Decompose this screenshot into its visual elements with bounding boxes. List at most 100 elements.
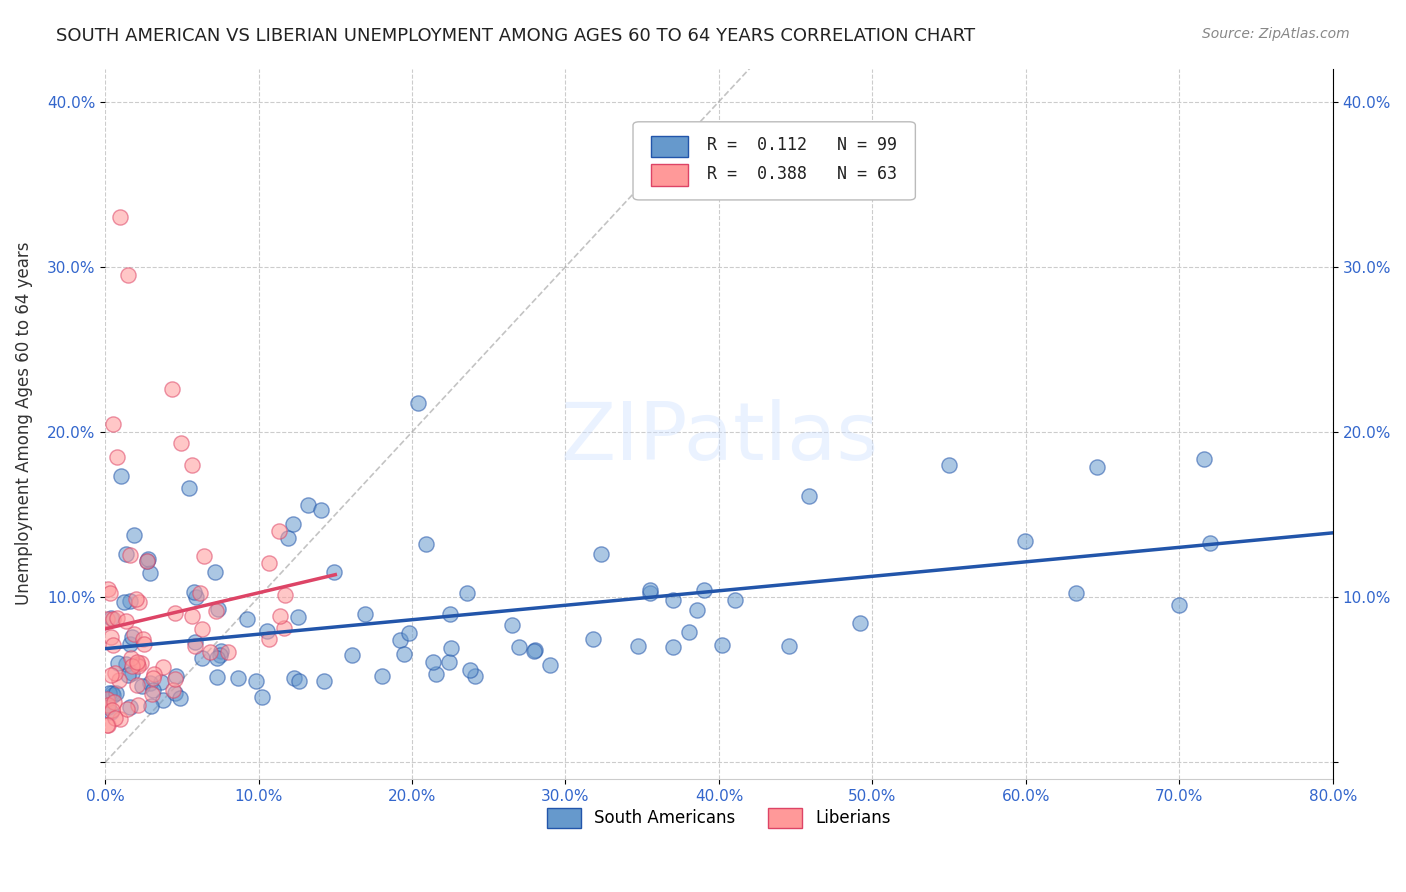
Liberians	[136, 554, 159, 568]
South Americans	[778, 639, 800, 653]
Text: SOUTH AMERICAN VS LIBERIAN UNEMPLOYMENT AMONG AGES 60 TO 64 YEARS CORRELATION CH: SOUTH AMERICAN VS LIBERIAN UNEMPLOYMENT …	[56, 27, 976, 45]
South Americans	[456, 585, 478, 599]
South Americans	[245, 674, 267, 689]
Liberians	[142, 671, 165, 685]
South Americans	[662, 593, 685, 607]
Liberians	[105, 611, 128, 625]
South Americans	[711, 638, 734, 652]
South Americans	[142, 683, 165, 698]
South Americans	[323, 565, 346, 579]
South Americans	[103, 689, 125, 703]
Liberians	[101, 612, 124, 626]
South Americans	[354, 607, 377, 621]
South Americans	[250, 690, 273, 704]
Liberians	[273, 621, 295, 635]
South Americans	[692, 583, 714, 598]
South Americans	[523, 644, 546, 658]
South Americans	[186, 590, 208, 604]
South Americans	[440, 640, 463, 655]
Liberians	[97, 582, 120, 597]
Liberians	[217, 645, 239, 659]
Bar	[651, 164, 689, 186]
Liberians	[118, 548, 141, 562]
South Americans	[131, 679, 153, 693]
South Americans	[136, 552, 159, 566]
South Americans	[107, 657, 129, 671]
Liberians	[115, 614, 138, 628]
Liberians	[121, 659, 143, 673]
South Americans	[120, 700, 142, 714]
South Americans	[97, 700, 120, 714]
South Americans	[589, 547, 612, 561]
Liberians	[97, 698, 120, 712]
South Americans	[165, 669, 187, 683]
Liberians	[127, 698, 149, 712]
South Americans	[138, 566, 160, 580]
South Americans	[208, 648, 231, 662]
South Americans	[163, 686, 186, 700]
Bar	[651, 136, 689, 157]
South Americans	[370, 669, 392, 683]
Liberians	[142, 666, 165, 681]
South Americans	[191, 650, 214, 665]
South Americans	[205, 670, 228, 684]
South Americans	[849, 616, 872, 631]
South Americans	[638, 586, 661, 600]
Liberians	[125, 655, 148, 669]
Liberians	[115, 702, 138, 716]
South Americans	[501, 617, 523, 632]
Liberians	[188, 586, 211, 600]
South Americans	[184, 635, 207, 649]
Liberians	[191, 622, 214, 636]
South Americans	[207, 602, 229, 616]
Liberians	[97, 718, 120, 732]
South Americans	[205, 651, 228, 665]
South Americans	[136, 554, 159, 568]
Liberians	[257, 556, 280, 570]
Liberians	[110, 211, 132, 225]
South Americans	[277, 531, 299, 545]
Liberians	[132, 632, 155, 647]
Liberians	[160, 382, 183, 396]
Liberians	[117, 268, 139, 282]
South Americans	[439, 655, 461, 669]
South Americans	[662, 640, 685, 654]
Liberians	[101, 703, 124, 717]
Liberians	[103, 665, 125, 680]
South Americans	[464, 669, 486, 683]
Liberians	[163, 673, 186, 687]
South Americans	[297, 498, 319, 512]
Liberians	[125, 657, 148, 672]
Liberians	[180, 458, 202, 473]
South Americans	[112, 595, 135, 609]
South Americans	[388, 632, 411, 647]
South Americans	[256, 624, 278, 638]
Liberians	[205, 604, 228, 618]
South Americans	[425, 666, 447, 681]
Liberians	[180, 608, 202, 623]
South Americans	[228, 671, 250, 685]
Text: Source: ZipAtlas.com: Source: ZipAtlas.com	[1202, 27, 1350, 41]
South Americans	[508, 640, 530, 654]
South Americans	[150, 675, 173, 690]
Liberians	[165, 606, 187, 620]
Liberians	[129, 656, 152, 670]
Liberians	[125, 591, 148, 606]
Liberians	[100, 667, 122, 681]
South Americans	[115, 547, 138, 561]
South Americans	[121, 666, 143, 681]
South Americans	[938, 458, 960, 472]
South Americans	[422, 655, 444, 669]
South Americans	[124, 527, 146, 541]
South Americans	[287, 673, 309, 688]
South Americans	[524, 642, 547, 657]
Liberians	[193, 549, 215, 564]
South Americans	[139, 699, 162, 714]
South Americans	[98, 686, 121, 700]
Y-axis label: Unemployment Among Ages 60 to 64 years: Unemployment Among Ages 60 to 64 years	[15, 242, 32, 606]
Liberians	[269, 524, 291, 538]
South Americans	[121, 630, 143, 644]
Liberians	[100, 586, 122, 600]
Liberians	[128, 595, 150, 609]
South Americans	[169, 691, 191, 706]
